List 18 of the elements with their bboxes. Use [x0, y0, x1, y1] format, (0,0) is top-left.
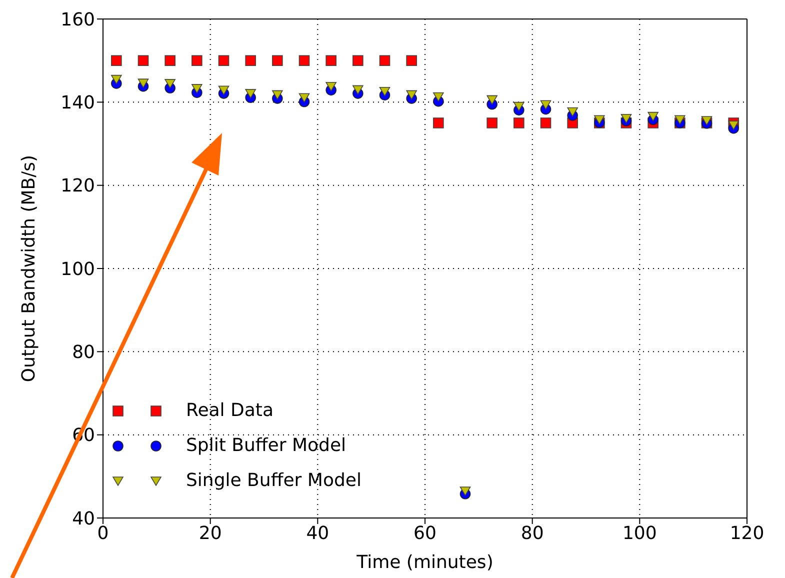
legend-label: Real Data	[186, 400, 274, 421]
legend-label: Split Buffer Model	[186, 435, 346, 456]
x-tick-label: 80	[520, 522, 544, 544]
y-tick-label: 80	[72, 342, 95, 364]
y-tick-label: 100	[60, 258, 95, 280]
legend-label: Single Buffer Model	[186, 470, 362, 491]
x-tick-label: 0	[97, 522, 109, 544]
y-tick-label: 160	[60, 9, 95, 30]
x-tick-label: 20	[198, 522, 222, 544]
y-axis-title: Output Bandwidth (MB/s)	[18, 154, 40, 382]
x-tick-label: 60	[414, 522, 436, 544]
y-tick-label: 120	[60, 176, 95, 197]
x-axis-title: Time (minutes)	[356, 552, 494, 573]
x-tick-label: 100	[622, 522, 657, 544]
x-tick-label: 120	[730, 522, 764, 544]
y-tick-label: 40	[72, 508, 95, 530]
y-tick-label: 140	[60, 92, 95, 114]
x-tick-label: 40	[306, 522, 330, 544]
